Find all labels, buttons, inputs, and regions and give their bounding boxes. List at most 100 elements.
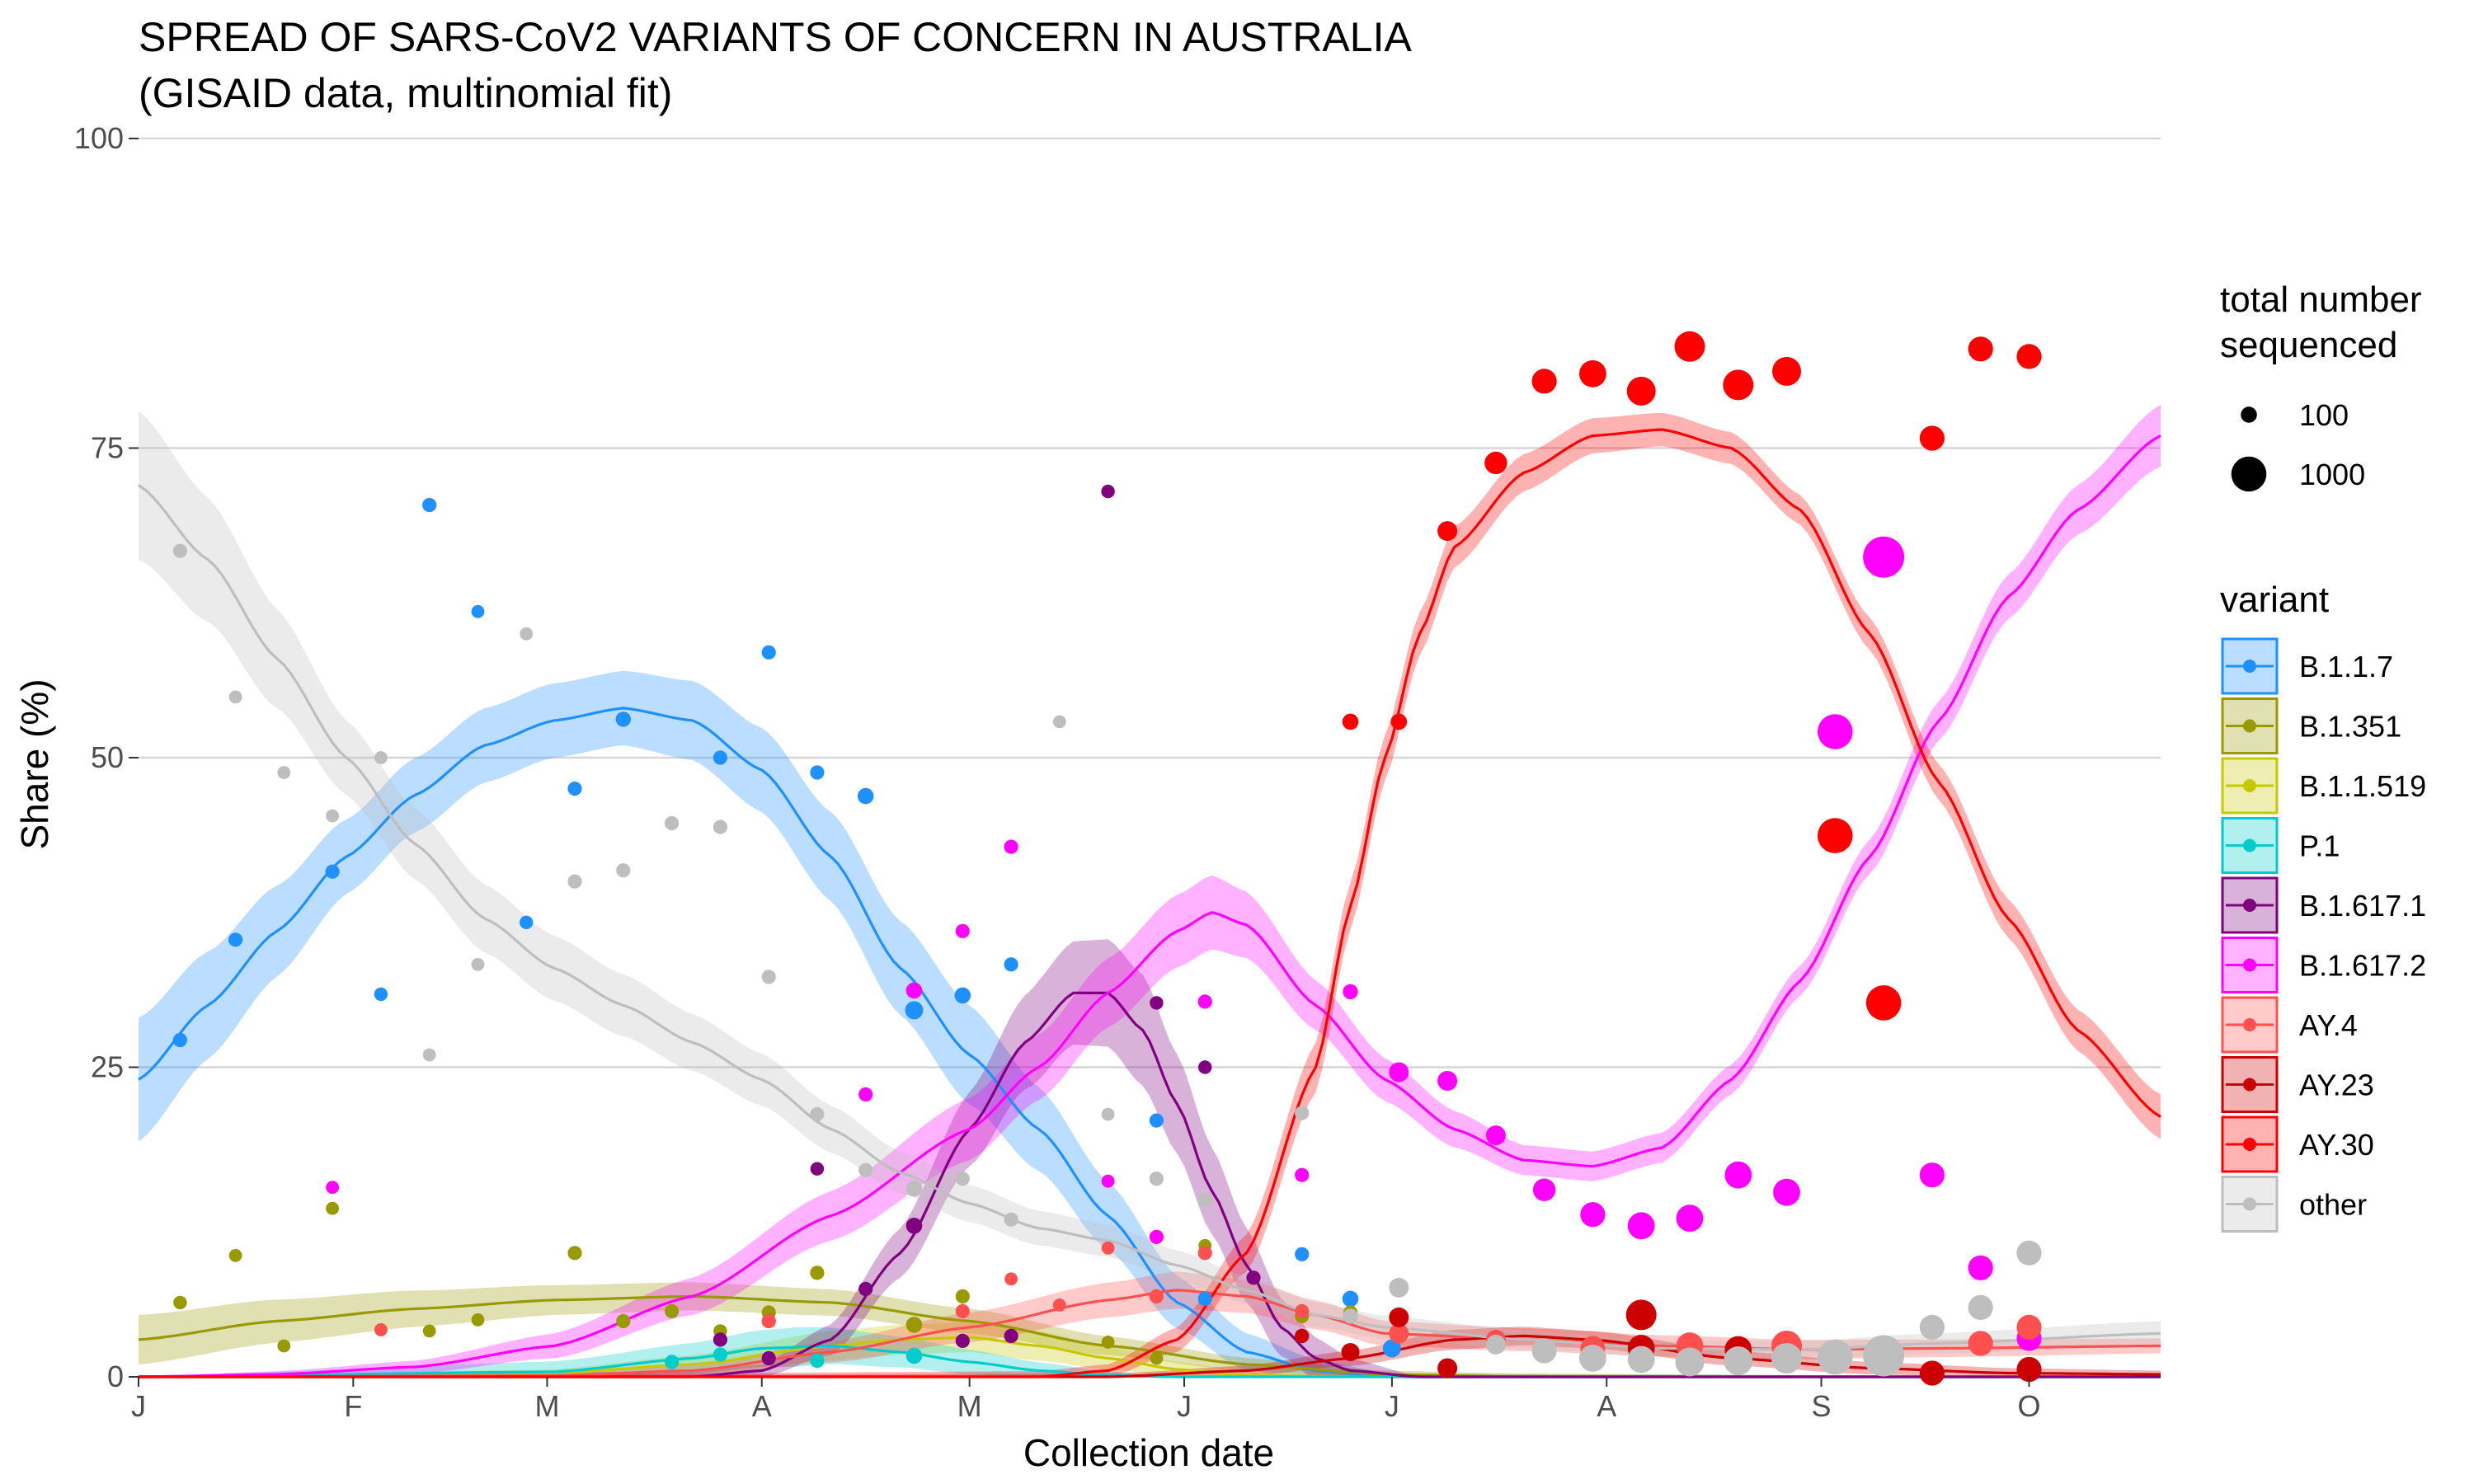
point-b-1-351-13: [905, 1317, 923, 1333]
point-other-32: [1818, 1339, 1853, 1375]
point-b-1-1-7-0: [172, 1032, 187, 1048]
point-ay-30-3: [1484, 451, 1507, 475]
ribbon-b-1-617-1: [139, 939, 2161, 1377]
point-b-1-617-2-12: [1437, 1071, 1458, 1091]
point-other-14: [858, 1162, 873, 1177]
point-b-1-617-2-16: [1627, 1212, 1655, 1240]
point-other-27: [1579, 1345, 1606, 1372]
ribbon-p-1: [139, 1327, 2161, 1377]
point-other-25: [1485, 1334, 1506, 1355]
point-ay-4-5: [1101, 1241, 1115, 1255]
point-b-1-617-2-5: [1004, 839, 1018, 854]
size-legend-title-line1: total number: [2220, 279, 2422, 320]
point-b-1-1-7-5: [471, 604, 485, 618]
legend-key-dot-ay-4: [2243, 1018, 2256, 1031]
point-b-1-351-8: [616, 1313, 631, 1328]
point-b-1-617-1-6: [1004, 1328, 1018, 1343]
ribbon-ay-4: [139, 1271, 2161, 1377]
legend-key-dot-p-1: [2243, 838, 2256, 852]
y-tick-label-0: 0: [107, 1360, 124, 1393]
point-b-1-351-14: [955, 1289, 970, 1303]
chart-title: SPREAD OF SARS-CoV2 VARIANTS OF CONCERN …: [139, 14, 1412, 60]
point-b-1-1-7-20: [1382, 1339, 1401, 1358]
point-b-1-1-7-6: [520, 915, 534, 930]
legend-key-dot-ay-30: [2243, 1138, 2256, 1151]
y-tick-label-75: 75: [91, 431, 124, 465]
point-other-35: [1968, 1294, 1993, 1320]
point-other-15: [905, 1180, 923, 1197]
legend-label-b-1-351: B.1.351: [2299, 710, 2401, 744]
point-b-1-617-2-14: [1532, 1178, 1556, 1201]
point-other-36: [2016, 1240, 2042, 1266]
point-b-1-1-7-8: [615, 711, 631, 727]
point-b-1-617-2-2: [858, 1087, 873, 1102]
x-tick-label-1: F: [344, 1389, 362, 1423]
point-b-1-1-7-9: [713, 750, 728, 765]
x-tick-label-3: A: [752, 1389, 772, 1423]
point-ay-30-8: [1723, 369, 1754, 401]
point-b-1-351-12: [810, 1266, 825, 1280]
legend-label-ay-4: AY.4: [2299, 1008, 2358, 1042]
point-b-1-1-7-17: [1197, 1291, 1212, 1306]
point-other-26: [1531, 1338, 1557, 1364]
point-b-1-617-2-23: [1968, 1255, 1993, 1280]
point-b-1-1-7-1: [228, 932, 243, 947]
point-other-30: [1724, 1346, 1753, 1375]
point-other-16: [955, 1172, 970, 1186]
point-b-1-351-16: [1101, 1336, 1115, 1349]
point-other-5: [422, 1048, 436, 1062]
point-ay-30-6: [1626, 376, 1656, 406]
point-b-1-617-2-18: [1724, 1161, 1752, 1189]
point-ay-23-9: [2016, 1356, 2042, 1383]
point-other-10: [665, 816, 680, 831]
point-other-7: [520, 627, 534, 641]
legend-label-other: other: [2299, 1188, 2367, 1222]
point-ay-30-0: [1342, 713, 1359, 730]
size-legend-label-100: 100: [2299, 398, 2349, 432]
point-other-9: [616, 863, 631, 878]
axis-layer: 0 25 50 75 100 J F M A M J J A S O: [74, 121, 2041, 1423]
point-other-17: [1004, 1212, 1018, 1227]
point-b-1-1-7-14: [954, 987, 971, 1004]
legend-key-dot-b-1-1-519: [2243, 779, 2256, 792]
legend-label-b-1-1-519: B.1.1.519: [2299, 769, 2426, 803]
chart-subtitle: (GISAID data, multinomial fit): [139, 70, 672, 116]
size-legend-label-1000: 1000: [2299, 458, 2365, 491]
y-axis-title: Share (%): [13, 679, 56, 849]
point-other-21: [1197, 1192, 1212, 1207]
point-p-1-2: [810, 1353, 825, 1369]
point-other-23: [1343, 1308, 1358, 1324]
ribbon-b-1-351: [139, 1282, 2161, 1377]
point-b-1-617-2-20: [1818, 714, 1853, 749]
point-b-1-351-1: [228, 1248, 242, 1262]
point-b-1-617-2-15: [1580, 1202, 1606, 1228]
point-b-1-1-7-18: [1295, 1247, 1310, 1261]
point-ay-4-3: [1004, 1272, 1018, 1286]
legend-key-dot-b-1-617-2: [2243, 958, 2256, 972]
legend-label-p-1: P.1: [2299, 829, 2340, 863]
point-other-33: [1863, 1335, 1905, 1377]
point-b-1-1-7-13: [905, 1001, 924, 1020]
x-tick-label-0: J: [131, 1389, 146, 1423]
point-b-1-617-2-19: [1773, 1178, 1800, 1206]
point-ay-23-8: [1919, 1360, 1945, 1386]
point-other-19: [1101, 1107, 1115, 1121]
point-ay-30-12: [1919, 425, 1945, 451]
point-b-1-617-2-3: [905, 982, 923, 999]
point-b-1-617-2-0: [326, 1181, 339, 1195]
point-b-1-617-1-3: [858, 1281, 873, 1296]
point-other-11: [713, 819, 728, 834]
legend-key-dot-ay-23: [2243, 1078, 2256, 1092]
x-tick-label-5: J: [1177, 1389, 1192, 1423]
size-legend-dot-1000: [2231, 456, 2267, 492]
point-ay-30-1: [1390, 713, 1408, 730]
point-ay-4-0: [374, 1323, 388, 1336]
point-b-1-617-2-13: [1485, 1125, 1506, 1146]
point-b-1-1-7-10: [761, 645, 776, 660]
point-ay-4-16: [2016, 1314, 2042, 1340]
point-b-1-351-17: [1150, 1351, 1164, 1365]
point-ay-30-13: [1968, 336, 1993, 362]
x-tick-label-6: J: [1385, 1389, 1399, 1423]
point-other-28: [1627, 1345, 1655, 1374]
